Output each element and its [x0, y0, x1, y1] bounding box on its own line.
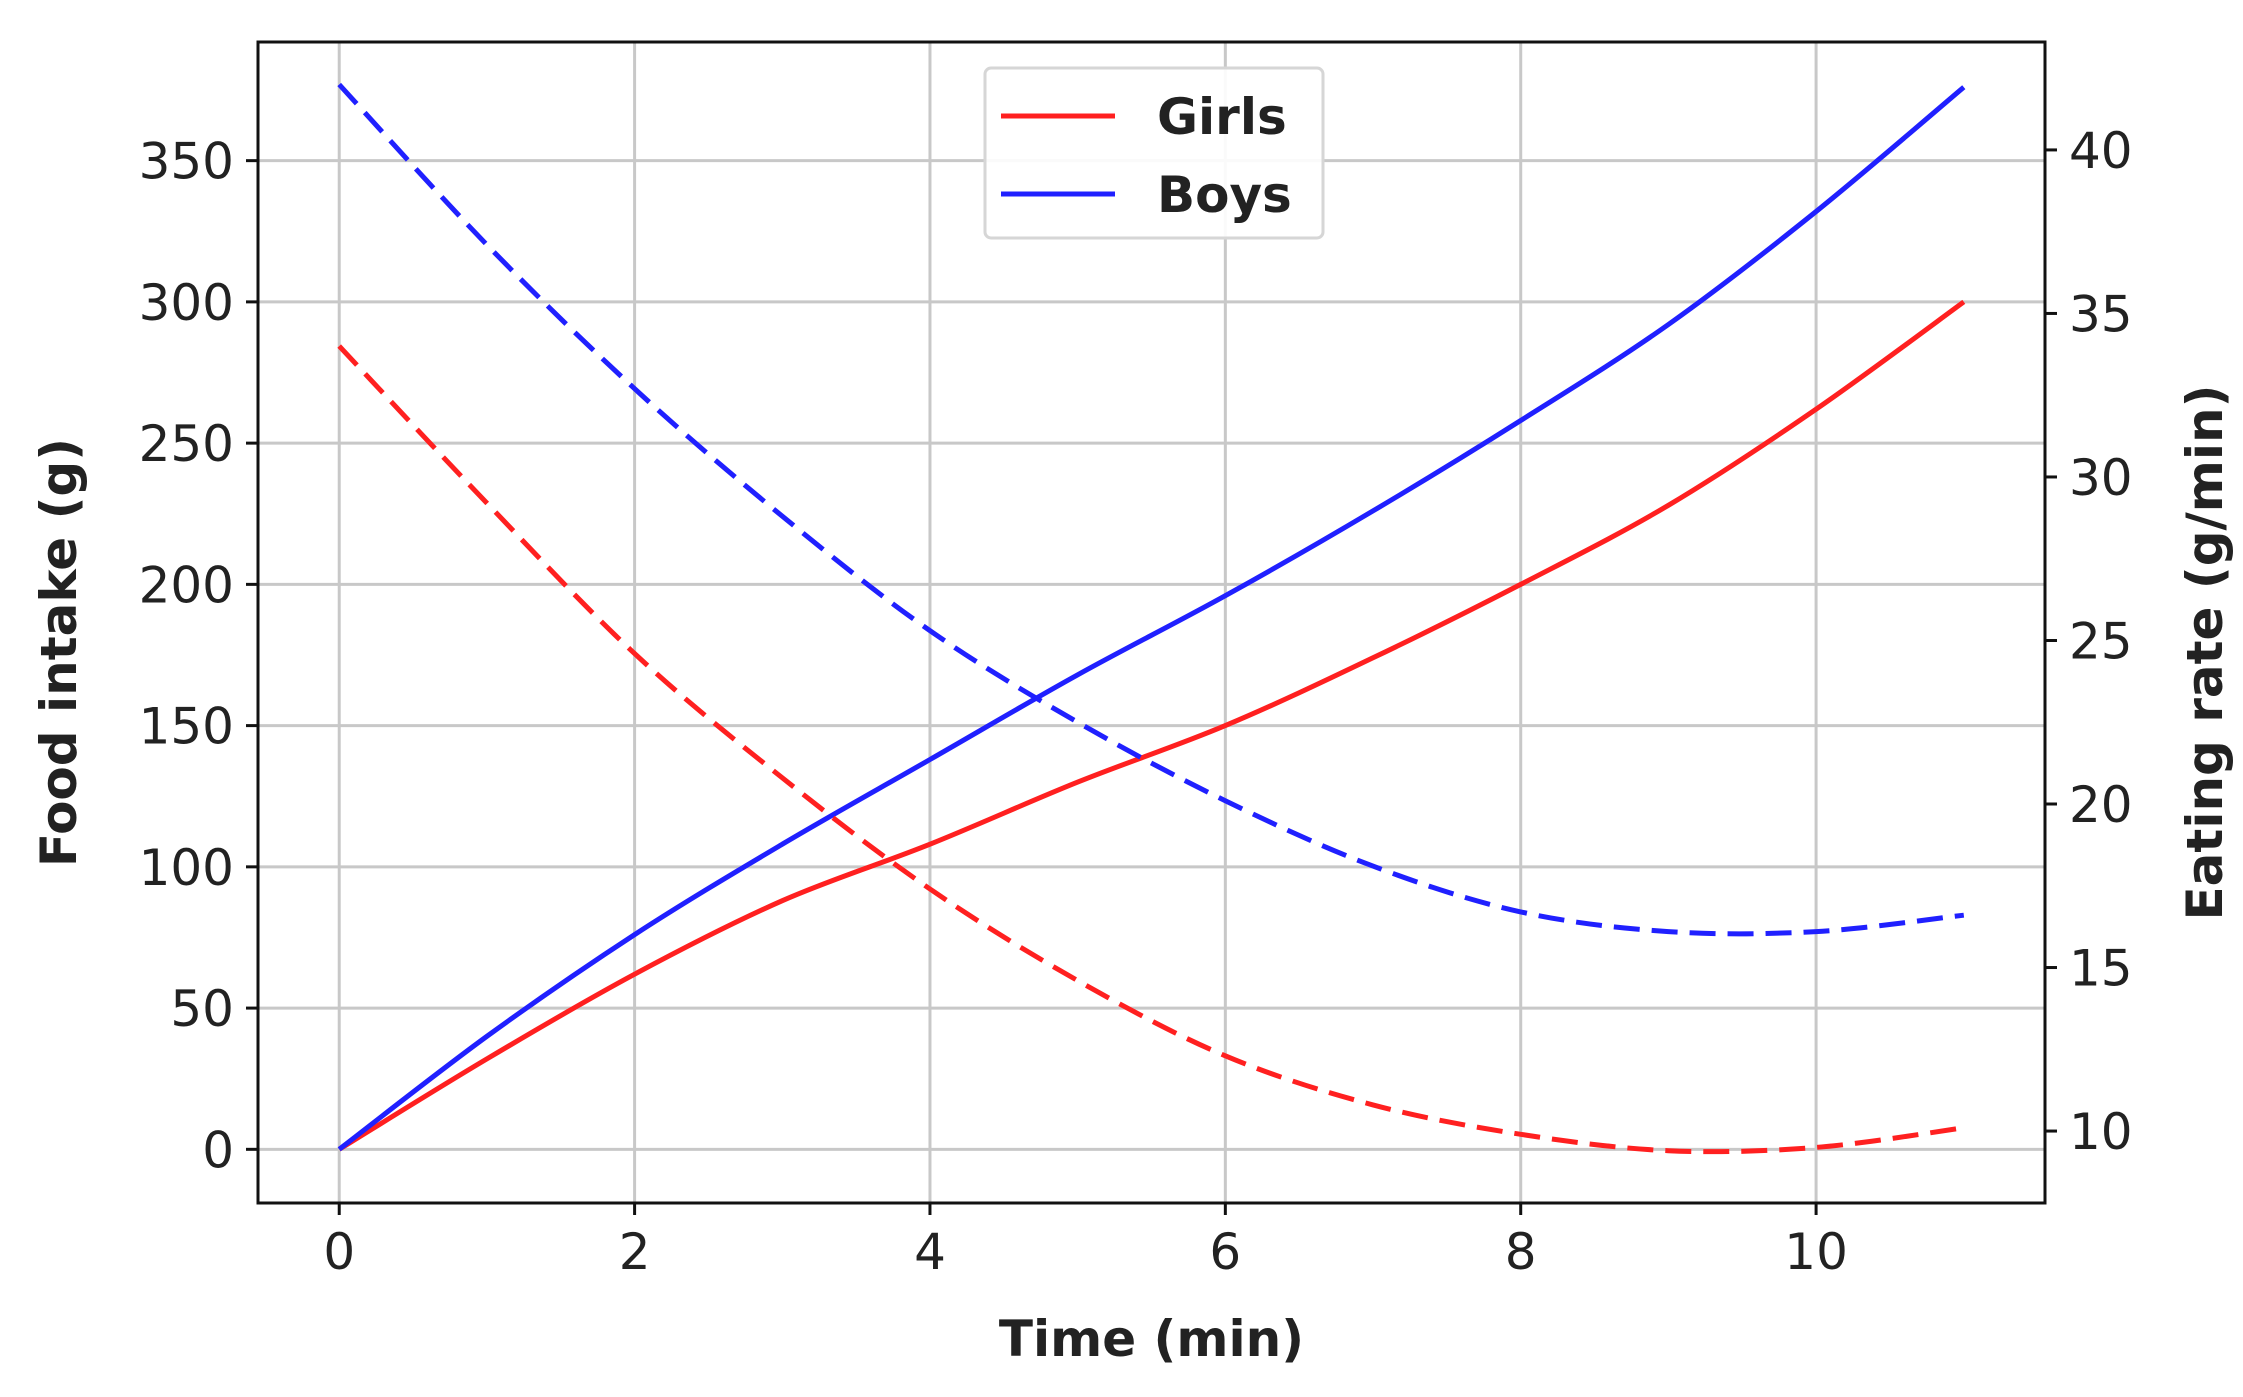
ticks: 0 2 4 6 8 10050100150200250300350101520253035… — [139, 122, 2133, 1281]
legend-label-girls: Girls — [1157, 88, 1287, 146]
legend: Girls Boys — [983, 66, 1325, 240]
unnamed-dashed-line — [337, 82, 1965, 937]
x-tick-label: 8 — [1505, 1223, 1537, 1281]
y-tick-label: 50 — [170, 980, 234, 1038]
x-tick-label: 6 — [1209, 1223, 1241, 1281]
x-tick-label: 4 — [914, 1223, 946, 1281]
y2-tick-label: 15 — [2069, 940, 2133, 998]
y-axis-label: Food intake (g) — [30, 438, 88, 867]
x-axis-label: Time (min) — [999, 1310, 1304, 1368]
plot-frame — [256, 40, 2047, 1205]
x-tick-label: 0 — [323, 1223, 355, 1281]
y2-tick-label: 10 — [2069, 1103, 2133, 1161]
y2-tick-label: 25 — [2069, 612, 2133, 670]
y-tick-label: 150 — [139, 698, 234, 756]
y-tick-label: 0 — [202, 1121, 234, 1179]
y2-tick-label: 40 — [2069, 122, 2133, 180]
y2-tick-label: 35 — [2069, 285, 2133, 343]
girls-solid-line — [337, 299, 1966, 1152]
y-tick-label: 250 — [139, 415, 234, 473]
boys-solid-line — [337, 85, 1966, 1152]
y2-axis-label: Eating rate (g/min) — [2176, 385, 2234, 921]
y2-tick-label: 30 — [2069, 449, 2133, 507]
y2-tick-label: 20 — [2069, 776, 2133, 834]
y-tick-label: 350 — [139, 133, 234, 191]
legend-label-boys: Boys — [1157, 166, 1292, 224]
series-layer — [337, 82, 1966, 1155]
y-tick-label: 100 — [139, 839, 234, 897]
unnamed-dashed-line — [337, 344, 1965, 1155]
y-tick-label: 300 — [139, 274, 234, 332]
x-tick-label: 2 — [619, 1223, 651, 1281]
y-tick-label: 200 — [139, 556, 234, 614]
x-tick-label: 10 — [1784, 1223, 1848, 1281]
